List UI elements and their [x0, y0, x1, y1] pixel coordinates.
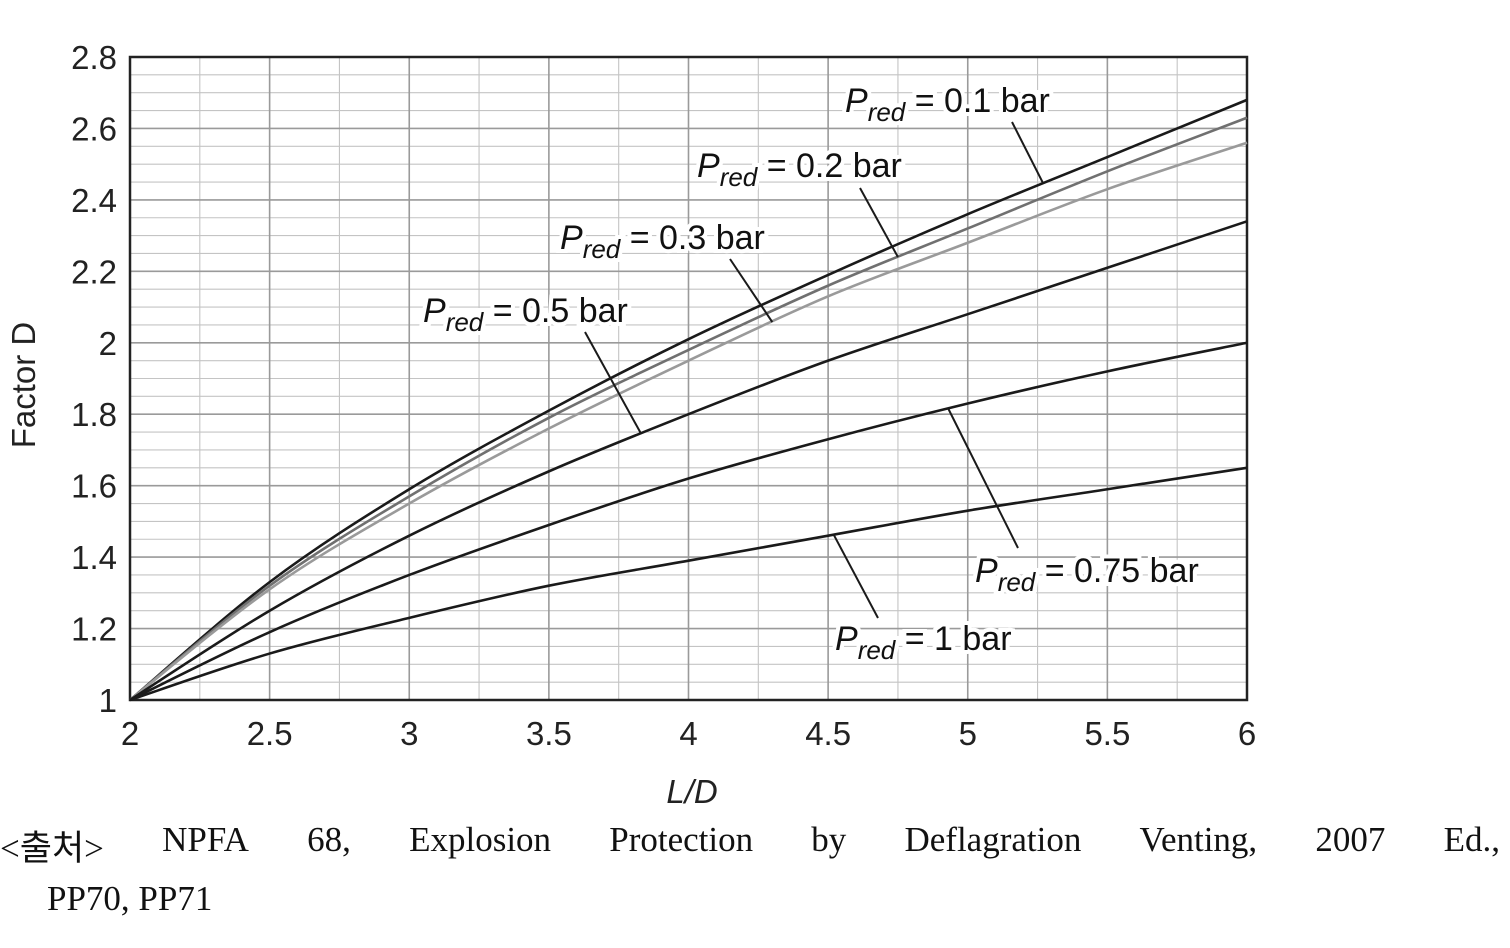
- caption-word: 2007: [1315, 820, 1386, 859]
- y-tick-label: 2: [99, 325, 117, 362]
- annotation-leader: [859, 187, 899, 258]
- source-caption: <출처> NPFA 68, Explosion Protection by De…: [0, 820, 1510, 919]
- x-tick-labels: 2 2.5 3 3.5 4 4.5 5 5.5 6: [121, 715, 1256, 752]
- annotation-leader: [1011, 121, 1045, 184]
- series-annotation: Pred = 1 bar: [835, 620, 1012, 665]
- x-tick-label: 5.5: [1084, 715, 1130, 752]
- x-tick-label: 5: [959, 715, 977, 752]
- series-annotation: Pred = 0.2 bar: [697, 147, 902, 192]
- series-annotations: Pred = 0.1 bar Pred = 0.2 bar Pred = 0.3 b…: [419, 78, 1203, 669]
- x-axis-label: L/D: [666, 773, 717, 810]
- y-tick-label: 2.4: [71, 182, 117, 219]
- caption-line-2: PP70, PP71: [47, 879, 213, 918]
- series-line-5: [129, 466, 1248, 702]
- series-lines: [129, 98, 1248, 702]
- y-tick-label: 2.2: [71, 253, 117, 290]
- series-annotation: Pred = 0.75 bar: [975, 552, 1199, 597]
- caption-word: <출처>: [0, 829, 104, 868]
- annotation-leader: [584, 331, 642, 435]
- x-tick-label: 4: [679, 715, 697, 752]
- series-annotation: Pred = 0.3 bar: [560, 219, 765, 264]
- series-line-1: [129, 116, 1248, 702]
- x-tick-label: 2.5: [247, 715, 293, 752]
- caption-word: NPFA: [162, 820, 249, 859]
- series-annotation: Pred = 0.5 bar: [423, 292, 628, 337]
- y-tick-label: 1.4: [71, 539, 117, 576]
- x-tick-label: 3.5: [526, 715, 572, 752]
- annotation-leader: [832, 534, 879, 619]
- x-tick-label: 6: [1238, 715, 1256, 752]
- series-line-4: [129, 341, 1248, 702]
- caption-word: Protection: [609, 820, 754, 859]
- y-tick-labels: 1 1.2 1.4 1.6 1.8 2 2.2 2.4 2.6 2.8: [71, 39, 117, 719]
- y-tick-label: 1: [99, 682, 117, 719]
- annotation-leader: [729, 258, 774, 323]
- series-line-2: [129, 141, 1248, 702]
- y-tick-label: 2.6: [71, 110, 117, 147]
- caption-word: Deflagration: [904, 820, 1082, 859]
- y-tick-label: 1.2: [71, 611, 117, 648]
- caption-word: Explosion: [409, 820, 552, 859]
- x-tick-label: 3: [400, 715, 418, 752]
- caption-word: Ed.,: [1443, 820, 1500, 859]
- y-axis-label: Factor D: [5, 322, 42, 449]
- caption-line-1: <출처> NPFA 68, Explosion Protection by De…: [0, 820, 1500, 871]
- caption-word: Venting,: [1139, 820, 1258, 859]
- series-line-3: [129, 220, 1248, 702]
- x-tick-label: 4.5: [805, 715, 851, 752]
- plot-frame: [128, 55, 1249, 702]
- annotation-leader: [947, 408, 1019, 549]
- caption-word: by: [811, 820, 847, 859]
- x-tick-label: 2: [121, 715, 139, 752]
- y-tick-label: 1.6: [71, 468, 117, 505]
- y-tick-label: 2.8: [71, 39, 117, 76]
- caption-word: 68,: [307, 820, 351, 859]
- factor-d-chart: 2 2.5 3 3.5 4 4.5 5 5.5 6 1 1.2 1.4 1.6 1.8 2 2.2 2.4 2.…: [5, 39, 1256, 810]
- y-tick-label: 1.8: [71, 396, 117, 433]
- annotation-leaders: [584, 121, 1045, 619]
- series-line-0: [129, 98, 1248, 701]
- series-annotation: Pred = 0.1 bar: [845, 82, 1050, 127]
